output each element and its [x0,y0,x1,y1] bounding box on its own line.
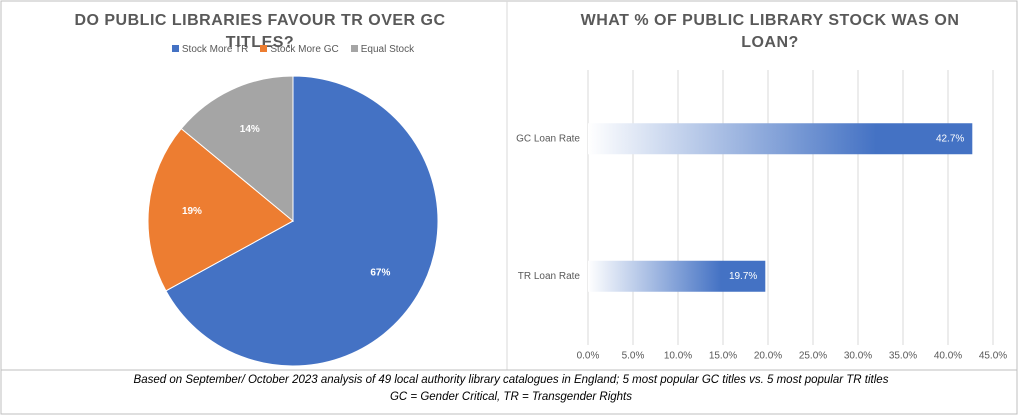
x-tick-label: 15.0% [709,351,737,362]
data-label: 67% [370,267,390,278]
pie-slice [147,127,294,292]
legend: Stock More TR Stock More GC Equal Stock [80,44,506,55]
y-tick-label: TR Loan Rate [518,271,581,282]
legend-item: Equal Stock [350,44,415,55]
bar-title: WHAT % OF PUBLIC LIBRARY STOCK WAS ON LO… [580,12,960,51]
legend-label: Stock More GC [270,44,339,55]
pie-title: DO PUBLIC LIBRARIES FAVOUR TR OVER GC TI… [74,12,446,51]
y-tick-label: GC Loan Rate [516,133,580,144]
legend-label: Stock More TR [181,44,249,55]
legend-label: Equal Stock [360,44,415,55]
x-tick-label: 40.0% [934,351,962,362]
x-tick-label: 5.0% [622,351,645,362]
footer-line: GC = Gender Critical, TR = Transgender R… [389,391,633,403]
x-tick-label: 45.0% [979,351,1007,362]
x-tick-label: 35.0% [889,351,917,362]
x-tick-label: 30.0% [844,351,872,362]
pie-slice [165,75,439,367]
x-tick-label: 20.0% [754,351,782,362]
footer: Based on September/ October 2023 analysi… [5,372,1017,406]
legend-swatch [260,45,268,52]
legend-swatch [350,45,358,52]
data-label: 42.7% [936,133,964,144]
legend-swatch [171,45,179,52]
legend-item: Stock More GC [260,44,339,55]
pie-slice [180,75,294,223]
data-label: 19% [182,206,202,217]
x-tick-label: 25.0% [799,351,827,362]
legend-item: Stock More TR [171,44,249,55]
data-label: 19.7% [729,271,757,282]
data-label: 14% [240,124,260,135]
bar [588,260,766,292]
x-tick-label: 0.0% [577,351,600,362]
footer-line: Based on September/ October 2023 analysi… [133,374,889,386]
x-tick-label: 10.0% [664,351,692,362]
bar [588,123,973,155]
